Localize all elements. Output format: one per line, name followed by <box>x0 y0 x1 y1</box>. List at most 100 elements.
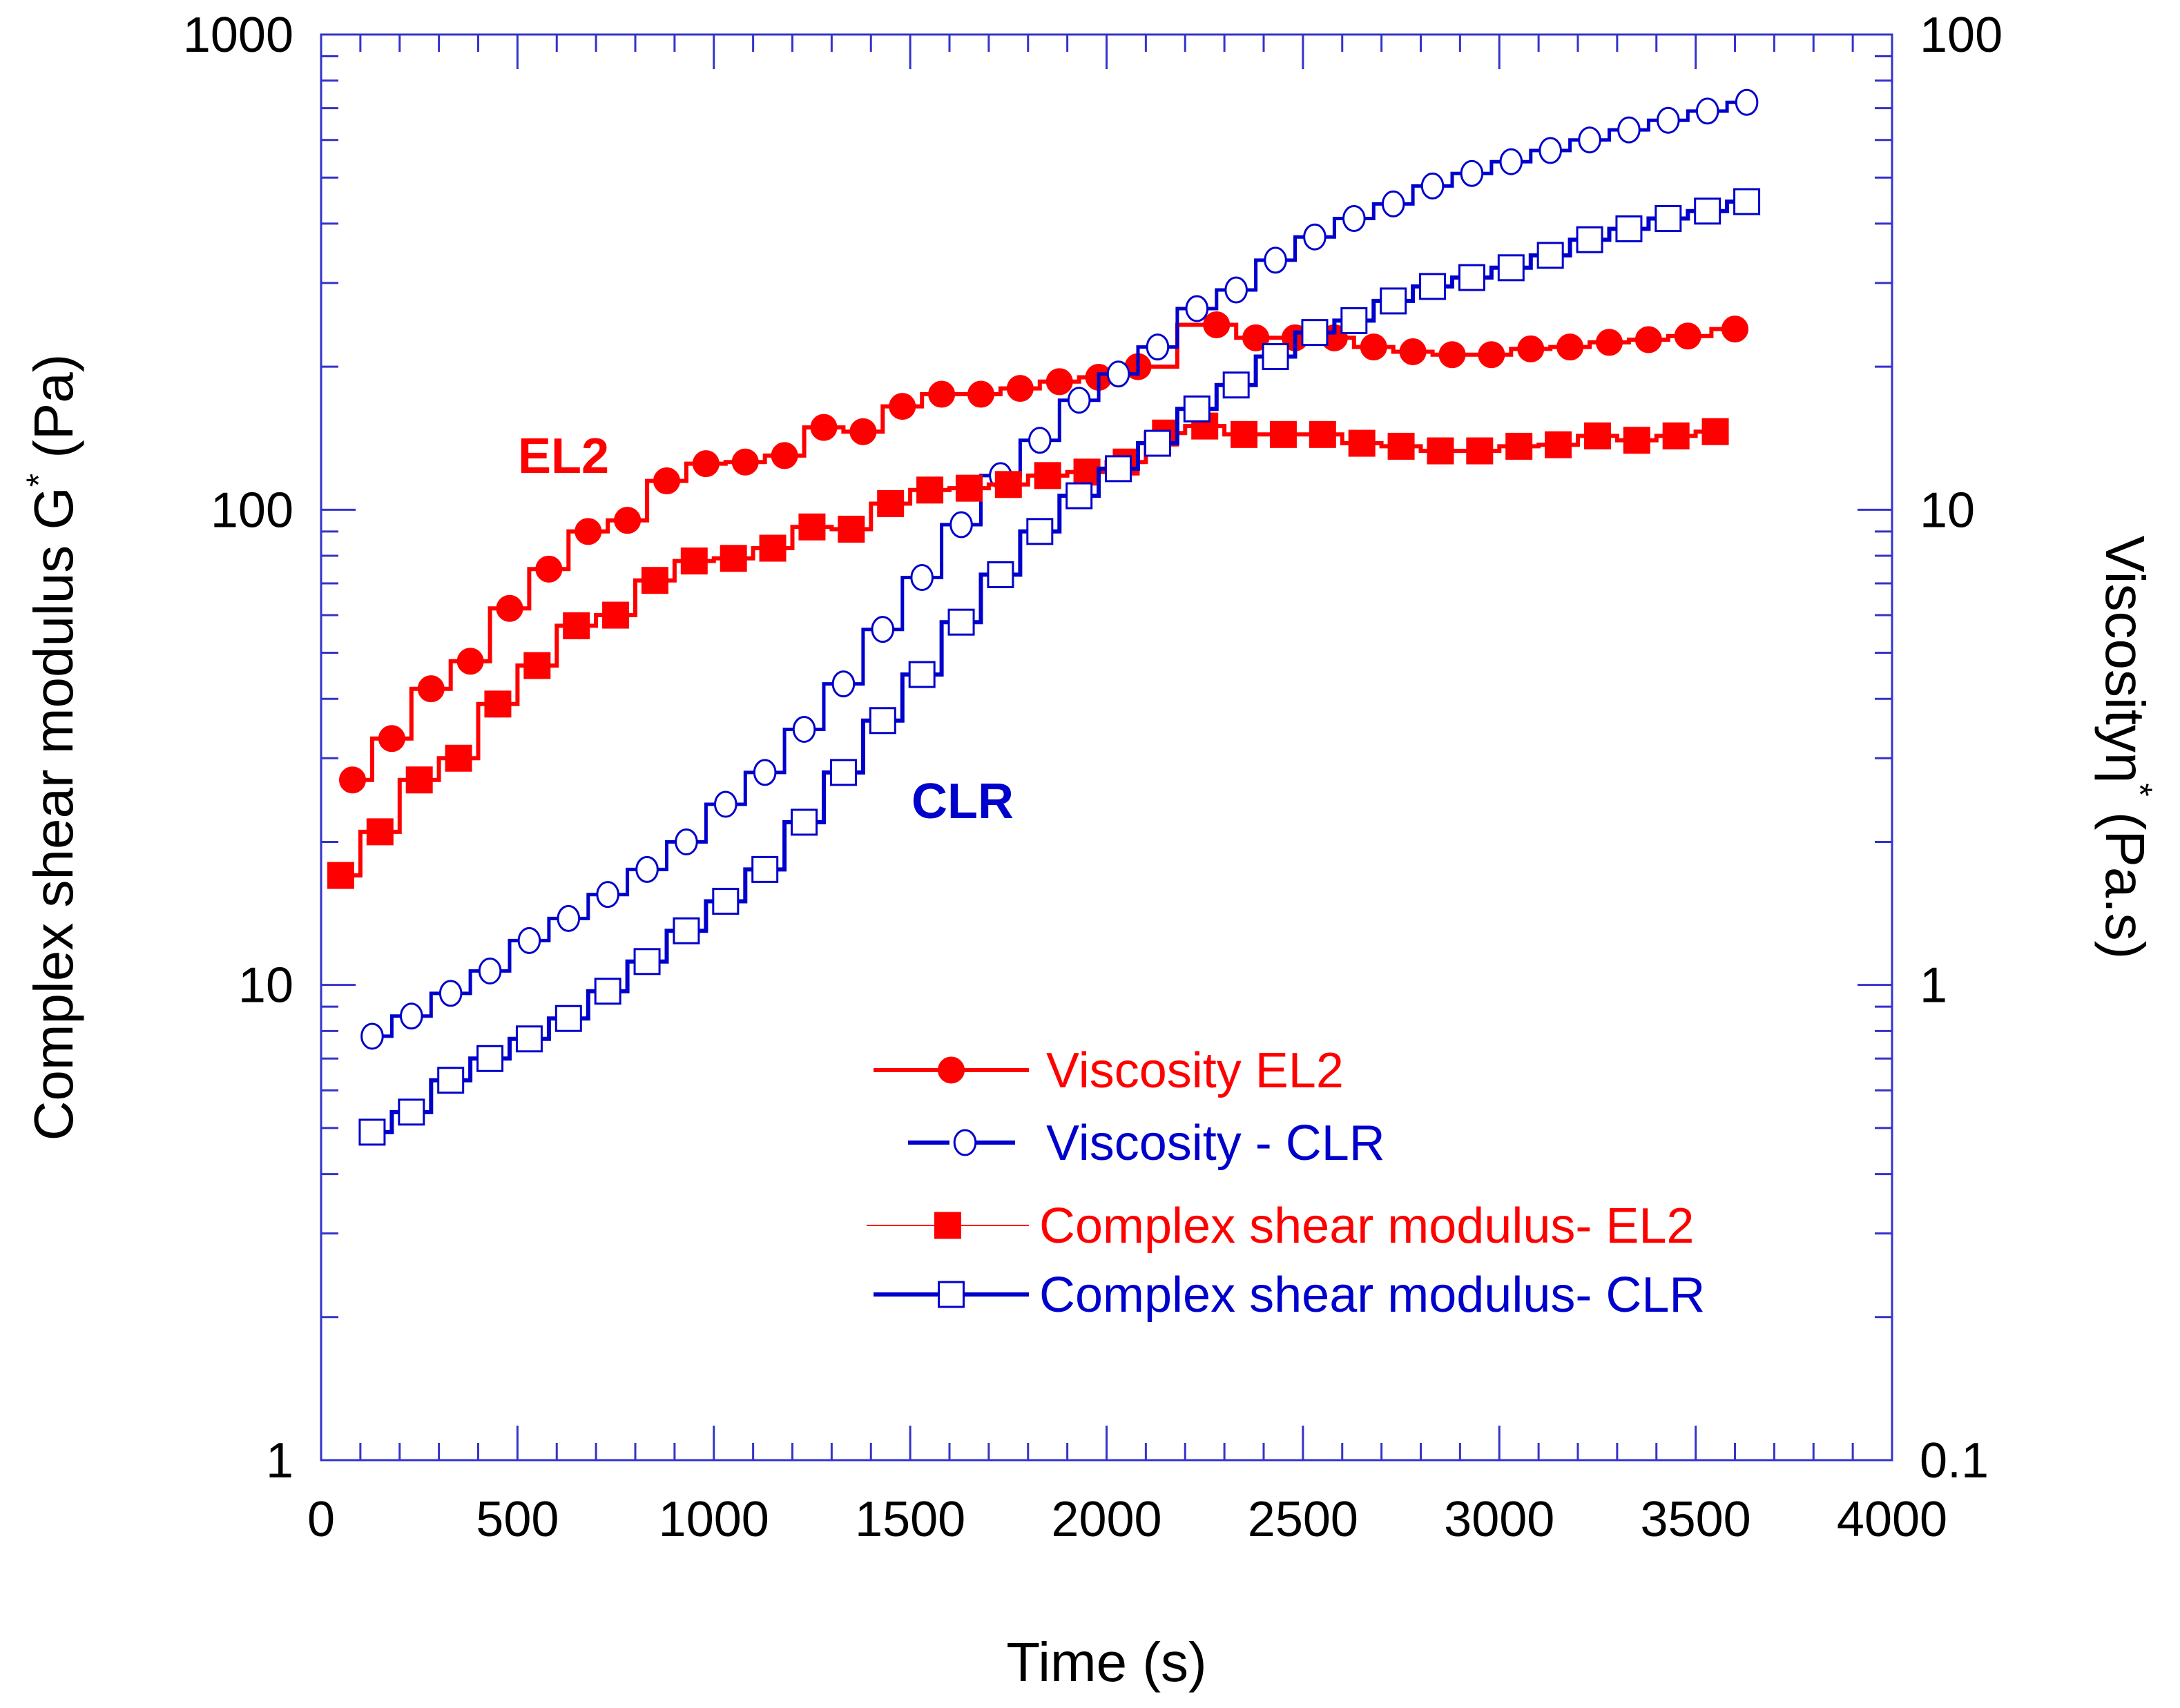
data-point <box>1735 88 1759 116</box>
data-point <box>1545 431 1572 458</box>
y-right-tick-label: 1 <box>1920 958 1947 1013</box>
annotation-el2: EL2 <box>518 429 609 484</box>
y-right-tick-labels: 0.1 1 10 100 <box>1920 8 2003 1488</box>
data-point <box>1458 264 1485 291</box>
data-point <box>949 511 973 538</box>
x-tick-label: 1500 <box>855 1492 965 1547</box>
data-point <box>484 690 512 718</box>
data-point <box>955 474 983 502</box>
x-tick-label: 0 <box>307 1492 335 1547</box>
legend-marker <box>938 1056 965 1084</box>
data-point <box>947 608 975 636</box>
data-point <box>405 766 433 794</box>
data-point <box>400 1002 423 1030</box>
data-point <box>928 380 956 408</box>
y-right-axis-title: Viscosityη* (Pa.s) <box>2094 536 2159 960</box>
data-point <box>1596 329 1623 356</box>
data-point <box>1615 215 1643 242</box>
data-point <box>438 980 463 1007</box>
data-point <box>557 904 581 932</box>
data-point <box>1106 360 1130 388</box>
data-point <box>1146 333 1170 361</box>
y-right-tick-label: 10 <box>1920 483 1975 538</box>
x-tick-label: 2000 <box>1051 1492 1161 1547</box>
data-point <box>673 917 700 944</box>
data-point <box>1065 482 1093 510</box>
data-point <box>916 476 944 504</box>
y-left-axis-title: Complex shear modulus G* (Pa) <box>19 354 84 1141</box>
data-point <box>1231 420 1258 448</box>
y-left-tick-label: 10 <box>238 958 293 1013</box>
data-point <box>1309 420 1336 448</box>
data-point <box>1695 97 1719 125</box>
y-left-tick-label: 100 <box>211 483 293 538</box>
x-tick-label: 4000 <box>1837 1492 1947 1547</box>
data-point <box>378 725 405 753</box>
data-point <box>798 513 826 541</box>
data-point <box>1301 319 1329 347</box>
data-point <box>675 828 698 855</box>
x-tick-label: 2500 <box>1248 1492 1358 1547</box>
legend-marker <box>953 1129 977 1156</box>
data-point <box>1733 188 1761 215</box>
data-point <box>358 1118 386 1146</box>
data-point <box>437 1067 465 1094</box>
x-tick-label: 500 <box>476 1492 559 1547</box>
data-point <box>792 715 816 743</box>
data-point <box>1348 429 1376 457</box>
data-point <box>1634 326 1662 353</box>
y-right-title-text: Viscosityη <box>2094 536 2156 784</box>
data-point <box>838 516 865 543</box>
data-point <box>1497 254 1525 282</box>
data-point <box>1224 276 1248 304</box>
x-tick-label: 3500 <box>1641 1492 1751 1547</box>
data-point <box>829 759 857 786</box>
data-point <box>327 862 354 889</box>
data-point <box>563 612 590 639</box>
legend-item: Viscosity EL2 <box>874 1043 1344 1098</box>
data-point <box>594 978 621 1005</box>
y-left-tick-labels: 1 10 100 1000 <box>183 8 293 1488</box>
data-point <box>478 957 502 984</box>
data-point <box>1381 190 1405 217</box>
data-point <box>967 380 994 408</box>
data-point <box>1034 462 1061 489</box>
data-point <box>1222 371 1250 399</box>
data-point <box>1303 223 1327 251</box>
data-point <box>1203 311 1231 338</box>
data-point <box>1006 375 1034 402</box>
series-3 <box>358 188 1761 1146</box>
data-point <box>1144 429 1171 457</box>
data-point <box>339 766 366 794</box>
data-point <box>1583 422 1611 449</box>
data-point <box>456 648 484 675</box>
data-point <box>1556 333 1584 361</box>
data-point <box>476 1045 504 1072</box>
data-point <box>1264 246 1287 274</box>
data-point <box>1387 432 1415 460</box>
data-point <box>1617 116 1641 144</box>
legend-label: Complex shear modulus- CLR <box>1039 1268 1705 1323</box>
data-point <box>1360 333 1387 361</box>
y-right-title-unit: (Pa.s) <box>2094 812 2156 959</box>
data-point <box>1420 172 1445 200</box>
data-point <box>1269 420 1297 448</box>
data-point <box>1674 322 1701 350</box>
data-point <box>908 661 936 688</box>
data-point <box>1419 273 1447 300</box>
data-point <box>523 652 551 679</box>
data-point <box>1536 242 1564 269</box>
data-point <box>1340 307 1368 334</box>
y-right-tick-label: 0.1 <box>1920 1433 1989 1488</box>
data-point <box>987 561 1014 588</box>
y-left-title-text: Complex shear modulus G <box>23 487 84 1141</box>
data-point <box>714 790 737 818</box>
data-point <box>360 1022 384 1050</box>
legend-item: Viscosity - CLR <box>908 1116 1385 1171</box>
data-point <box>602 601 630 629</box>
data-point <box>635 855 659 883</box>
legend-marker <box>934 1212 961 1239</box>
data-point <box>596 881 619 909</box>
data-point <box>515 1025 543 1053</box>
data-point <box>653 467 680 495</box>
